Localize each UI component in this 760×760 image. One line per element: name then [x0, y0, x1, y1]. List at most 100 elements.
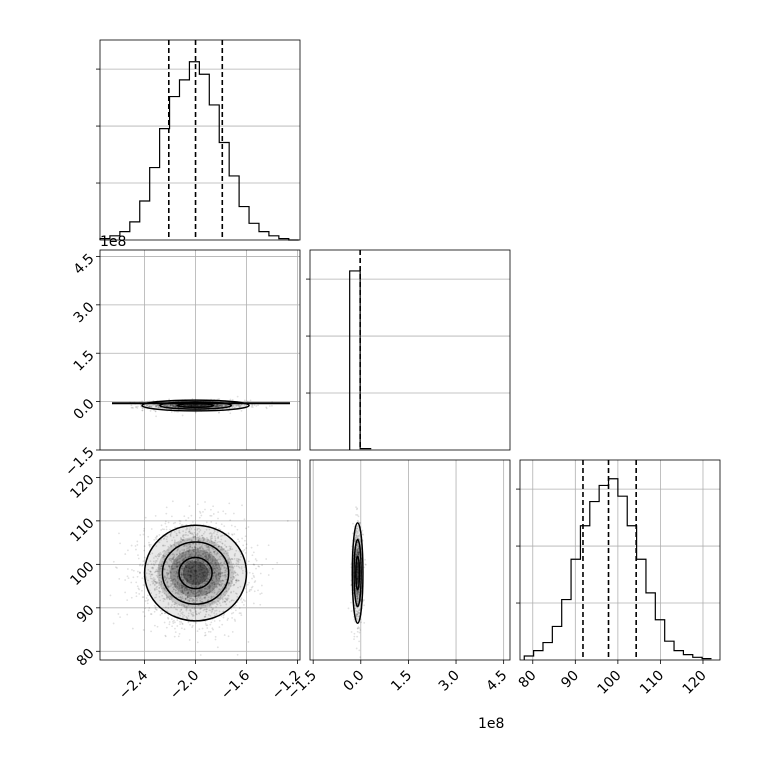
scatter-point	[194, 565, 196, 568]
scatter-point	[203, 582, 206, 585]
scatter-point	[217, 582, 219, 585]
scatter-point	[193, 606, 196, 609]
scatter-point	[214, 567, 217, 570]
scatter-point	[189, 593, 191, 596]
scatter-point	[190, 574, 193, 577]
scatter-point	[155, 608, 158, 611]
scatter-point	[220, 523, 223, 526]
scatter-point	[189, 584, 192, 586]
scatter-point	[183, 628, 186, 631]
grid-scatter-3-2	[312, 460, 505, 660]
scatter-point	[112, 560, 115, 563]
scatter-point	[223, 591, 226, 594]
scatter-point	[207, 549, 210, 552]
scatter-point	[231, 631, 234, 633]
scatter-point	[199, 550, 202, 552]
scatter-point	[189, 532, 192, 535]
scatter-point	[215, 573, 218, 575]
scatter-point	[236, 557, 238, 560]
scatter-point	[251, 403, 254, 406]
scatter-point	[154, 578, 156, 581]
scatter-point	[193, 601, 196, 604]
scatter-point	[193, 404, 195, 407]
scatter-point	[177, 613, 180, 615]
scatter-point	[250, 405, 253, 408]
scatter-point	[208, 572, 211, 575]
scatter-point	[178, 587, 181, 590]
scatter-point	[180, 585, 183, 587]
scatter-point	[139, 571, 141, 574]
scatter-point	[183, 548, 186, 551]
scatter-point	[190, 571, 193, 574]
scatter-point	[215, 522, 218, 525]
scatter-point	[213, 620, 216, 622]
scatter-point	[189, 555, 191, 558]
scatter-point	[184, 564, 187, 567]
scatter-point	[223, 544, 226, 547]
scatter-point	[231, 548, 234, 551]
scatter-point	[136, 407, 139, 409]
scatter-point	[209, 571, 211, 574]
scatter-point	[191, 580, 193, 583]
scatter-point	[164, 404, 166, 406]
scatter-point	[229, 546, 232, 548]
scatter-point	[202, 562, 205, 564]
scatter-point	[247, 560, 250, 563]
scatter-point	[211, 566, 214, 569]
scatter-point	[197, 404, 200, 407]
scatter-point	[261, 564, 263, 567]
scatter-point	[181, 568, 183, 571]
scatter-point	[154, 410, 157, 413]
scatter-point	[219, 596, 222, 598]
scatter-point	[188, 560, 191, 563]
scatter-point	[195, 553, 198, 555]
scatter-point	[164, 635, 167, 638]
scatter-point	[131, 627, 134, 630]
x-tick-label: 1.5	[388, 668, 415, 695]
scatter-point	[198, 562, 201, 564]
scatter-point	[219, 579, 222, 582]
scatter-point	[175, 562, 178, 565]
scatter-point	[188, 404, 191, 406]
scatter-point	[175, 534, 178, 537]
scatter-point	[132, 569, 135, 572]
scatter-point	[201, 627, 204, 630]
scatter-point	[215, 404, 217, 407]
scatter-point	[196, 405, 198, 407]
scatter-point	[203, 571, 206, 574]
scatter-point	[189, 575, 192, 577]
scatter-point	[201, 536, 204, 539]
scatter-point	[160, 529, 163, 531]
scatter-point	[191, 624, 194, 627]
scatter-point	[199, 579, 201, 581]
scatter-point	[219, 597, 221, 600]
scatter-point	[172, 620, 174, 623]
scatter-point	[190, 404, 193, 407]
scatter-point	[188, 563, 191, 566]
scatter-point	[191, 597, 194, 600]
scatter-point	[210, 621, 213, 624]
scatter-point	[235, 592, 238, 595]
scatter-point	[206, 579, 209, 582]
scatter-point	[192, 565, 195, 568]
scatter-point	[358, 649, 361, 652]
scatter-point	[363, 621, 366, 624]
scatter-point	[158, 572, 161, 574]
scatter-point	[208, 532, 211, 535]
scatter-point	[202, 573, 204, 576]
scatter-point	[183, 576, 186, 579]
scatter-point	[186, 595, 189, 598]
scatter-point	[218, 411, 221, 414]
scatter-point	[194, 606, 197, 609]
scatter-point	[182, 552, 184, 555]
scatter-point	[219, 567, 222, 570]
scatter-point	[220, 405, 222, 408]
scatter-point	[181, 565, 184, 568]
scatter-point	[148, 607, 151, 609]
scatter-point	[205, 624, 208, 627]
scatter-point	[193, 578, 196, 581]
scatter-point	[171, 404, 174, 406]
scatter-point	[148, 545, 151, 548]
scatter-point	[188, 404, 191, 407]
scatter-point	[231, 617, 234, 619]
